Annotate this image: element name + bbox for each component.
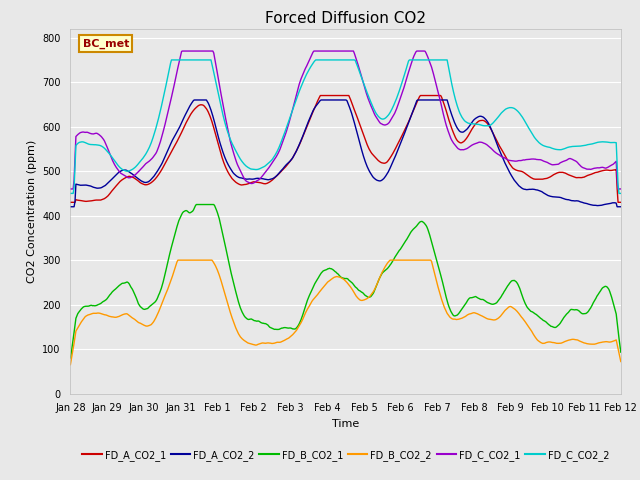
- FD_B_CO2_2: [392, 257, 399, 263]
- FD_A_CO2_1: [317, 93, 324, 98]
- Title: Forced Diffusion CO2: Forced Diffusion CO2: [265, 11, 426, 26]
- FD_B_CO2_1: [482, 299, 490, 304]
- Line: FD_B_CO2_2: FD_B_CO2_2: [70, 260, 621, 365]
- FD_C_CO2_2: [617, 191, 625, 196]
- Text: BC_met: BC_met: [83, 38, 129, 48]
- FD_A_CO2_2: [209, 113, 217, 119]
- FD_B_CO2_1: [392, 253, 399, 259]
- FD_B_CO2_2: [617, 359, 625, 364]
- Line: FD_C_CO2_1: FD_C_CO2_1: [70, 51, 621, 189]
- FD_C_CO2_1: [435, 92, 443, 98]
- X-axis label: Time: Time: [332, 419, 359, 429]
- FD_B_CO2_2: [209, 258, 217, 264]
- FD_C_CO2_2: [209, 65, 217, 71]
- FD_C_CO2_2: [482, 123, 490, 129]
- FD_C_CO2_2: [168, 57, 175, 63]
- Line: FD_C_CO2_2: FD_C_CO2_2: [70, 60, 621, 193]
- FD_B_CO2_1: [67, 355, 74, 361]
- Line: FD_A_CO2_2: FD_A_CO2_2: [70, 100, 621, 207]
- FD_C_CO2_1: [392, 108, 399, 114]
- FD_B_CO2_1: [435, 265, 443, 271]
- FD_A_CO2_2: [191, 97, 198, 103]
- FD_B_CO2_2: [174, 257, 182, 263]
- Y-axis label: CO2 Concentration (ppm): CO2 Concentration (ppm): [27, 140, 36, 283]
- FD_A_CO2_2: [164, 147, 172, 153]
- FD_C_CO2_1: [482, 141, 490, 147]
- FD_B_CO2_1: [164, 259, 172, 265]
- FD_C_CO2_2: [392, 98, 399, 104]
- FD_C_CO2_2: [317, 57, 324, 63]
- FD_B_CO2_2: [164, 286, 172, 292]
- Legend: FD_A_CO2_1, FD_A_CO2_2, FD_B_CO2_1, FD_B_CO2_2, FD_C_CO2_1, FD_C_CO2_2: FD_A_CO2_1, FD_A_CO2_2, FD_B_CO2_1, FD_B…: [78, 446, 613, 465]
- FD_C_CO2_1: [179, 48, 186, 54]
- FD_B_CO2_2: [317, 288, 324, 294]
- FD_C_CO2_2: [67, 191, 74, 196]
- FD_A_CO2_2: [435, 97, 443, 103]
- FD_A_CO2_2: [392, 153, 399, 158]
- FD_A_CO2_2: [617, 204, 625, 210]
- FD_A_CO2_2: [317, 97, 324, 103]
- FD_C_CO2_1: [209, 48, 217, 54]
- FD_C_CO2_1: [67, 186, 74, 192]
- FD_B_CO2_1: [617, 349, 625, 355]
- FD_B_CO2_1: [209, 202, 217, 207]
- Line: FD_A_CO2_1: FD_A_CO2_1: [70, 96, 621, 202]
- FD_A_CO2_1: [392, 145, 399, 151]
- FD_B_CO2_2: [67, 362, 74, 368]
- FD_A_CO2_2: [482, 117, 490, 122]
- FD_A_CO2_2: [67, 204, 74, 210]
- FD_A_CO2_1: [435, 93, 443, 98]
- FD_A_CO2_1: [164, 156, 172, 161]
- FD_B_CO2_1: [317, 272, 324, 277]
- FD_B_CO2_2: [482, 315, 490, 321]
- FD_A_CO2_1: [316, 95, 323, 100]
- FD_A_CO2_1: [208, 119, 216, 124]
- FD_A_CO2_1: [67, 199, 74, 205]
- FD_B_CO2_1: [193, 202, 200, 207]
- FD_C_CO2_1: [317, 48, 324, 54]
- FD_B_CO2_2: [435, 287, 443, 293]
- Line: FD_B_CO2_1: FD_B_CO2_1: [70, 204, 621, 358]
- FD_C_CO2_1: [164, 110, 172, 116]
- FD_C_CO2_2: [164, 73, 172, 79]
- FD_C_CO2_2: [435, 57, 443, 63]
- FD_A_CO2_1: [482, 119, 490, 125]
- FD_A_CO2_1: [617, 199, 625, 205]
- FD_C_CO2_1: [617, 186, 625, 192]
